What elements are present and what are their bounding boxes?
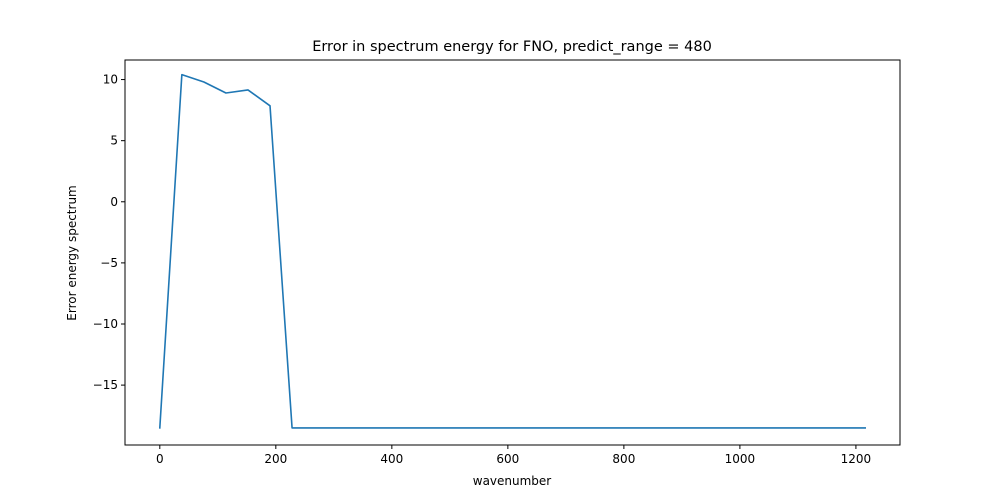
series-layer (158, 73, 866, 429)
x-tick-label: 1000 (725, 452, 756, 466)
x-tick-label: 600 (496, 452, 519, 466)
series-line (158, 73, 866, 429)
y-tick-label: 5 (110, 134, 118, 148)
x-tick-label: 800 (612, 452, 635, 466)
x-tick-label: 0 (156, 452, 164, 466)
y-tick-label: −15 (93, 378, 118, 392)
chart-title: Error in spectrum energy for FNO, predic… (312, 39, 712, 55)
y-axis: 10 5 0 −5 −10 −15 (93, 73, 125, 392)
x-tick-label: 400 (380, 452, 403, 466)
x-tick-label: 1200 (841, 452, 872, 466)
y-tick-label: 10 (103, 73, 118, 87)
y-axis-label: Error energy spectrum (65, 185, 79, 320)
plot-frame (124, 59, 901, 446)
y-tick-label: 0 (110, 195, 118, 209)
x-axis: 0 200 400 600 800 1000 1200 (156, 445, 871, 466)
plot-area (124, 59, 901, 446)
y-tick-label: −5 (100, 256, 118, 270)
y-tick-label: −10 (93, 317, 118, 331)
x-axis-label: wavenumber (473, 474, 552, 488)
x-tick-label: 200 (264, 452, 287, 466)
